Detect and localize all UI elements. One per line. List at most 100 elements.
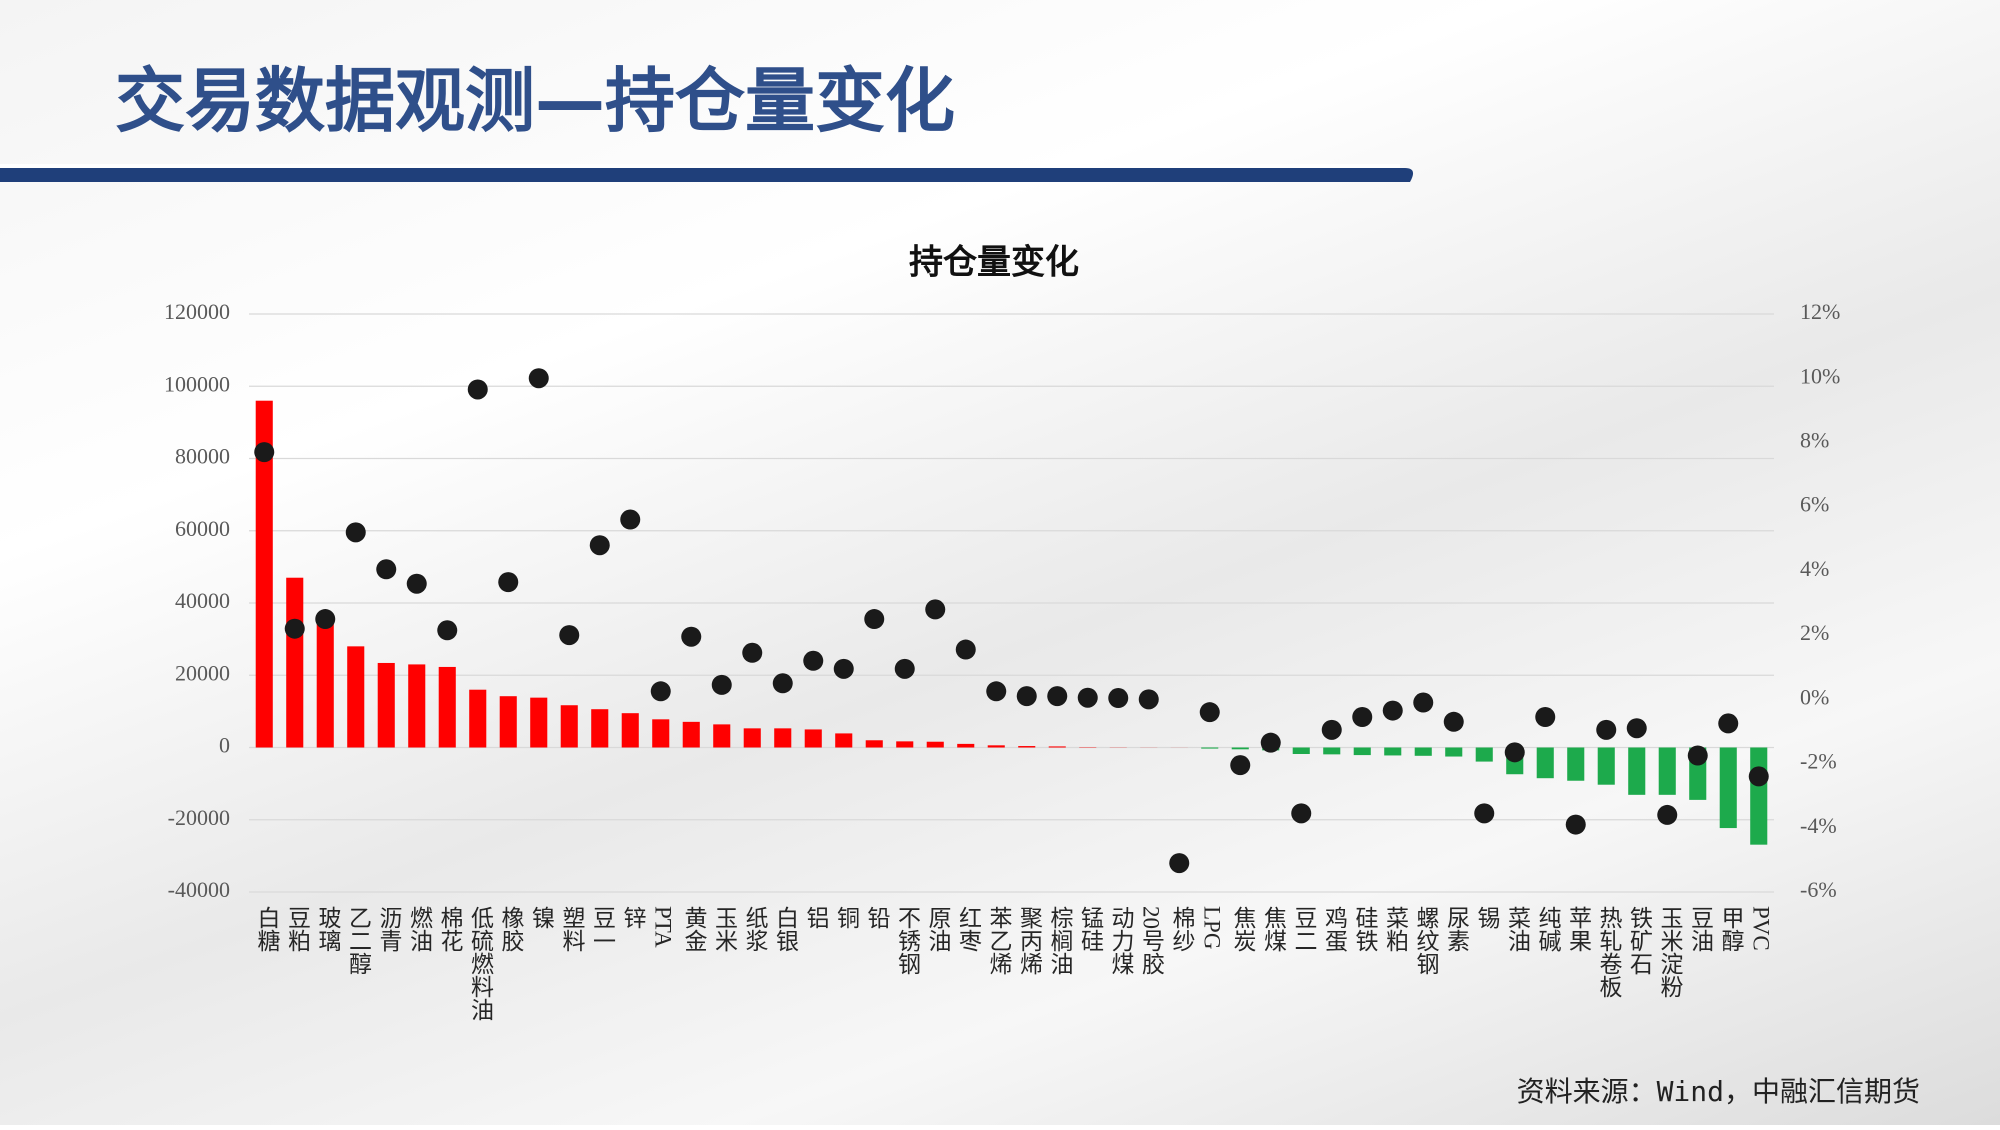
- x-tick-label: 不锈钢: [894, 906, 921, 975]
- dot: [986, 681, 1006, 701]
- y-tick-label: 80000: [175, 444, 230, 469]
- x-tick-label: 螺纹钢: [1413, 906, 1440, 975]
- dot: [1627, 718, 1647, 738]
- bar: [927, 742, 944, 748]
- dot: [559, 625, 579, 645]
- bar: [1476, 748, 1493, 762]
- x-tick-label: 动力煤: [1108, 906, 1135, 975]
- y-tick-label: 120000: [164, 299, 230, 324]
- bar: [1384, 748, 1401, 756]
- y-tick-label: 0: [219, 733, 230, 758]
- bar: [713, 724, 730, 747]
- dot: [407, 574, 427, 594]
- y2-tick-label: 2%: [1800, 620, 1829, 645]
- bar: [1201, 748, 1218, 749]
- x-tick-label: 苯乙烯: [986, 906, 1013, 975]
- x-tick-label: 锰硅: [1077, 906, 1104, 952]
- bar: [652, 719, 669, 747]
- dot: [1169, 853, 1189, 873]
- dot: [1444, 712, 1464, 732]
- bar: [1567, 748, 1584, 781]
- x-tick-label: 硅铁: [1352, 906, 1379, 952]
- y2-tick-label: 4%: [1800, 556, 1829, 581]
- x-tick-label: 原油: [925, 906, 952, 952]
- page-title: 交易数据观测—持仓量变化: [115, 60, 955, 142]
- x-tick-label: 菜油: [1504, 906, 1531, 952]
- dot: [346, 522, 366, 542]
- dot: [803, 651, 823, 671]
- y2-tick-label: 10%: [1800, 363, 1840, 388]
- x-tick-label: 焦炭: [1230, 906, 1257, 952]
- dot: [590, 535, 610, 555]
- dot: [1413, 693, 1433, 713]
- dot: [620, 510, 640, 530]
- bar: [957, 744, 974, 748]
- x-tick-label: 热轧卷板: [1596, 906, 1623, 998]
- dot: [1139, 689, 1159, 709]
- x-tick-label: 菜粕: [1382, 906, 1409, 952]
- dot: [1749, 766, 1769, 786]
- x-tick-label: 锌: [620, 906, 647, 929]
- bar: [1659, 748, 1676, 795]
- x-tick-label: 纯碱: [1535, 906, 1562, 952]
- y-tick-label: 40000: [175, 588, 230, 613]
- x-tick-label: 豆一: [589, 906, 615, 952]
- x-tick-label: 20号胶: [1138, 906, 1165, 975]
- dot: [529, 368, 549, 388]
- y2-tick-label: -2%: [1800, 749, 1837, 774]
- x-tick-label: 豆油: [1687, 906, 1714, 952]
- x-tick-label: 焦煤: [1260, 906, 1287, 952]
- dot: [1718, 713, 1738, 733]
- dot: [1047, 686, 1067, 706]
- dot: [1657, 805, 1677, 825]
- bar: [1232, 748, 1249, 750]
- x-tick-label: 镍: [528, 906, 555, 929]
- dot: [376, 559, 396, 579]
- bar: [1628, 748, 1645, 795]
- x-tick-label: 塑料: [559, 906, 586, 952]
- dot: [1505, 742, 1525, 762]
- header-bar: [0, 168, 1413, 182]
- dot: [681, 627, 701, 647]
- bar: [988, 745, 1005, 747]
- x-tick-label: 红枣: [955, 906, 982, 952]
- bar: [378, 663, 395, 748]
- x-tick-label: 铁矿石: [1626, 906, 1653, 975]
- x-tick-label: 乙二醇: [345, 906, 371, 975]
- dot: [956, 640, 976, 660]
- x-tick-label: 锡: [1474, 906, 1501, 929]
- x-tick-label: 聚丙烯: [1016, 906, 1043, 975]
- dot: [742, 643, 762, 663]
- bar: [622, 713, 639, 747]
- x-tick-label: 白糖: [254, 906, 281, 952]
- bar: [744, 728, 761, 747]
- bar: [500, 696, 517, 747]
- dot: [1322, 720, 1342, 740]
- dot: [1474, 803, 1494, 823]
- x-tick-label: 棕榈油: [1047, 906, 1074, 975]
- x-tick-label: 玉米淀粉: [1657, 906, 1684, 998]
- dot: [895, 659, 915, 679]
- bar: [1018, 746, 1035, 747]
- x-tick-label: 玉米: [711, 906, 738, 952]
- dot: [834, 659, 854, 679]
- y-tick-label: 60000: [175, 516, 230, 541]
- dot: [1566, 815, 1586, 835]
- x-tick-label: 铜: [833, 906, 860, 929]
- dot: [1261, 733, 1281, 753]
- y2-tick-label: 8%: [1800, 427, 1829, 452]
- dot: [254, 442, 274, 462]
- bar: [1598, 748, 1615, 785]
- x-tick-label: 铝: [803, 906, 830, 929]
- y2-tick-label: -4%: [1800, 813, 1837, 838]
- x-tick-label: 甲醇: [1718, 906, 1744, 952]
- bar: [286, 578, 303, 748]
- bar: [1750, 748, 1767, 845]
- dot: [864, 609, 884, 629]
- x-tick-label: 黄金: [681, 906, 708, 952]
- dot: [1383, 701, 1403, 721]
- x-tick-label: LPG: [1199, 906, 1224, 949]
- bar: [1049, 746, 1066, 747]
- x-tick-label: 低硫燃料油: [467, 906, 494, 1021]
- bar: [317, 617, 334, 747]
